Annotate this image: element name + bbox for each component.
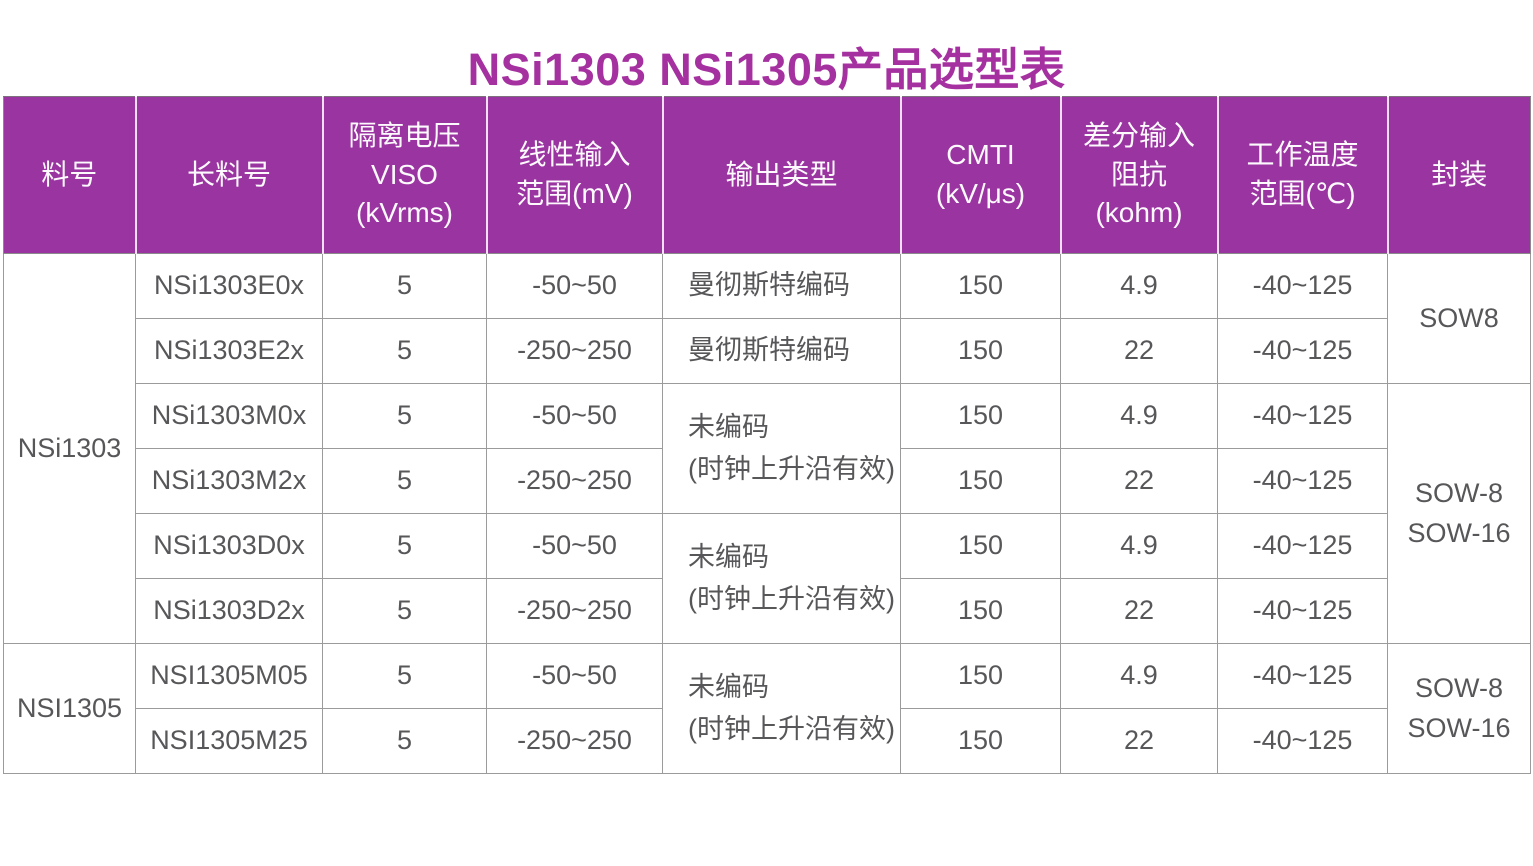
cell-temp-range: -40~125	[1217, 383, 1388, 449]
cell-input-range: -250~250	[486, 318, 663, 384]
cell-long-part: NSI1305M25	[135, 708, 323, 774]
cell-cmti: 150	[900, 578, 1061, 644]
cell-output-type: 曼彻斯特编码	[662, 318, 901, 384]
header-cell-viso: 隔离电压 VISO (kVrms)	[322, 96, 488, 254]
cell-output-type: 未编码 (时钟上升沿有效)	[662, 513, 901, 644]
cell-viso: 5	[322, 253, 487, 319]
header-cell-impedance: 差分输入 阻抗 (kohm)	[1060, 96, 1219, 254]
cell-package: SOW-8 SOW-16	[1387, 643, 1531, 774]
cell-impedance: 4.9	[1060, 253, 1218, 319]
cell-temp-range: -40~125	[1217, 578, 1388, 644]
header-cell-cmti: CMTI (kV/μs)	[900, 96, 1062, 254]
cell-output-type: 未编码 (时钟上升沿有效)	[662, 383, 901, 514]
cell-impedance: 22	[1060, 318, 1218, 384]
cell-input-range: -250~250	[486, 578, 663, 644]
cell-viso: 5	[322, 578, 487, 644]
cell-cmti: 150	[900, 643, 1061, 709]
cell-viso: 5	[322, 448, 487, 514]
cell-temp-range: -40~125	[1217, 708, 1388, 774]
cell-cmti: 150	[900, 383, 1061, 449]
table-row: NSi1303M2x 5 -250~250 150 22 -40~125	[4, 448, 1531, 514]
header-cell-package: 封装	[1387, 96, 1531, 254]
cell-part-group: NSi1303	[3, 253, 136, 644]
cell-temp-range: -40~125	[1217, 318, 1388, 384]
cell-cmti: 150	[900, 708, 1061, 774]
table-row: NSI1305M25 5 -250~250 150 22 -40~125	[4, 708, 1531, 774]
header-cell-temp-range: 工作温度 范围(℃)	[1217, 96, 1389, 254]
cell-input-range: -50~50	[486, 643, 663, 709]
header-cell-input-range: 线性输入 范围(mV)	[486, 96, 664, 254]
cell-long-part: NSi1303E0x	[135, 253, 323, 319]
cell-package: SOW8	[1387, 253, 1531, 384]
cell-temp-range: -40~125	[1217, 643, 1388, 709]
table-body: NSi1303 NSi1303E0x 5 -50~50 曼彻斯特编码 150 4…	[3, 253, 1531, 774]
cell-input-range: -50~50	[486, 383, 663, 449]
header-cell-long-part: 长料号	[135, 96, 324, 254]
table-row: NSi1303 NSi1303E0x 5 -50~50 曼彻斯特编码 150 4…	[3, 253, 1531, 644]
cell-input-range: -50~50	[486, 253, 663, 319]
cell-viso: 5	[322, 318, 487, 384]
cell-impedance: 22	[1060, 578, 1218, 644]
cell-long-part: NSi1303D2x	[135, 578, 323, 644]
cell-cmti: 150	[900, 448, 1061, 514]
cell-package: SOW-8 SOW-16	[1387, 383, 1531, 644]
table-header: 料号 长料号 隔离电压 VISO (kVrms) 线性输入 范围(mV) 输出类…	[3, 96, 1531, 254]
cell-temp-range: -40~125	[1217, 513, 1388, 579]
table-row: NSi1303E2x 5 -250~250 曼彻斯特编码 150 22 -40~…	[4, 318, 1531, 384]
cell-cmti: 150	[900, 318, 1061, 384]
table-row: NSi1303D0x 5 -50~50 未编码 (时钟上升沿有效) 150 4.…	[4, 513, 1531, 644]
cell-viso: 5	[322, 383, 487, 449]
cell-impedance: 4.9	[1060, 513, 1218, 579]
cell-impedance: 22	[1060, 448, 1218, 514]
table-row: NSi1303M0x 5 -50~50 未编码 (时钟上升沿有效) 150 4.…	[4, 383, 1531, 644]
cell-impedance: 4.9	[1060, 383, 1218, 449]
product-selection-table: 料号 长料号 隔离电压 VISO (kVrms) 线性输入 范围(mV) 输出类…	[3, 96, 1531, 774]
cell-impedance: 22	[1060, 708, 1218, 774]
cell-impedance: 4.9	[1060, 643, 1218, 709]
cell-temp-range: -40~125	[1217, 253, 1388, 319]
cell-temp-range: -40~125	[1217, 448, 1388, 514]
cell-part-group: NSI1305	[3, 643, 136, 774]
cell-cmti: 150	[900, 253, 1061, 319]
header-cell-output-type: 输出类型	[662, 96, 902, 254]
cell-long-part: NSi1303M0x	[135, 383, 323, 449]
cell-long-part: NSi1303D0x	[135, 513, 323, 579]
cell-input-range: -50~50	[486, 513, 663, 579]
table-row: NSi1303D2x 5 -250~250 150 22 -40~125	[4, 578, 1531, 644]
cell-input-range: -250~250	[486, 708, 663, 774]
cell-cmti: 150	[900, 513, 1061, 579]
cell-long-part: NSi1303E2x	[135, 318, 323, 384]
cell-long-part: NSi1303M2x	[135, 448, 323, 514]
cell-output-type: 曼彻斯特编码	[662, 253, 901, 319]
table-row: NSI1305 NSI1305M05 5 -50~50 未编码 (时钟上升沿有效…	[3, 643, 1531, 774]
cell-long-part: NSI1305M05	[135, 643, 323, 709]
cell-viso: 5	[322, 643, 487, 709]
page-title: NSi1303 NSi1305产品选型表	[467, 44, 1066, 95]
cell-output-type: 未编码 (时钟上升沿有效)	[662, 643, 901, 774]
cell-viso: 5	[322, 708, 487, 774]
header-row: 料号 长料号 隔离电压 VISO (kVrms) 线性输入 范围(mV) 输出类…	[3, 96, 1531, 254]
header-cell-part: 料号	[3, 96, 137, 254]
cell-input-range: -250~250	[486, 448, 663, 514]
cell-viso: 5	[322, 513, 487, 579]
